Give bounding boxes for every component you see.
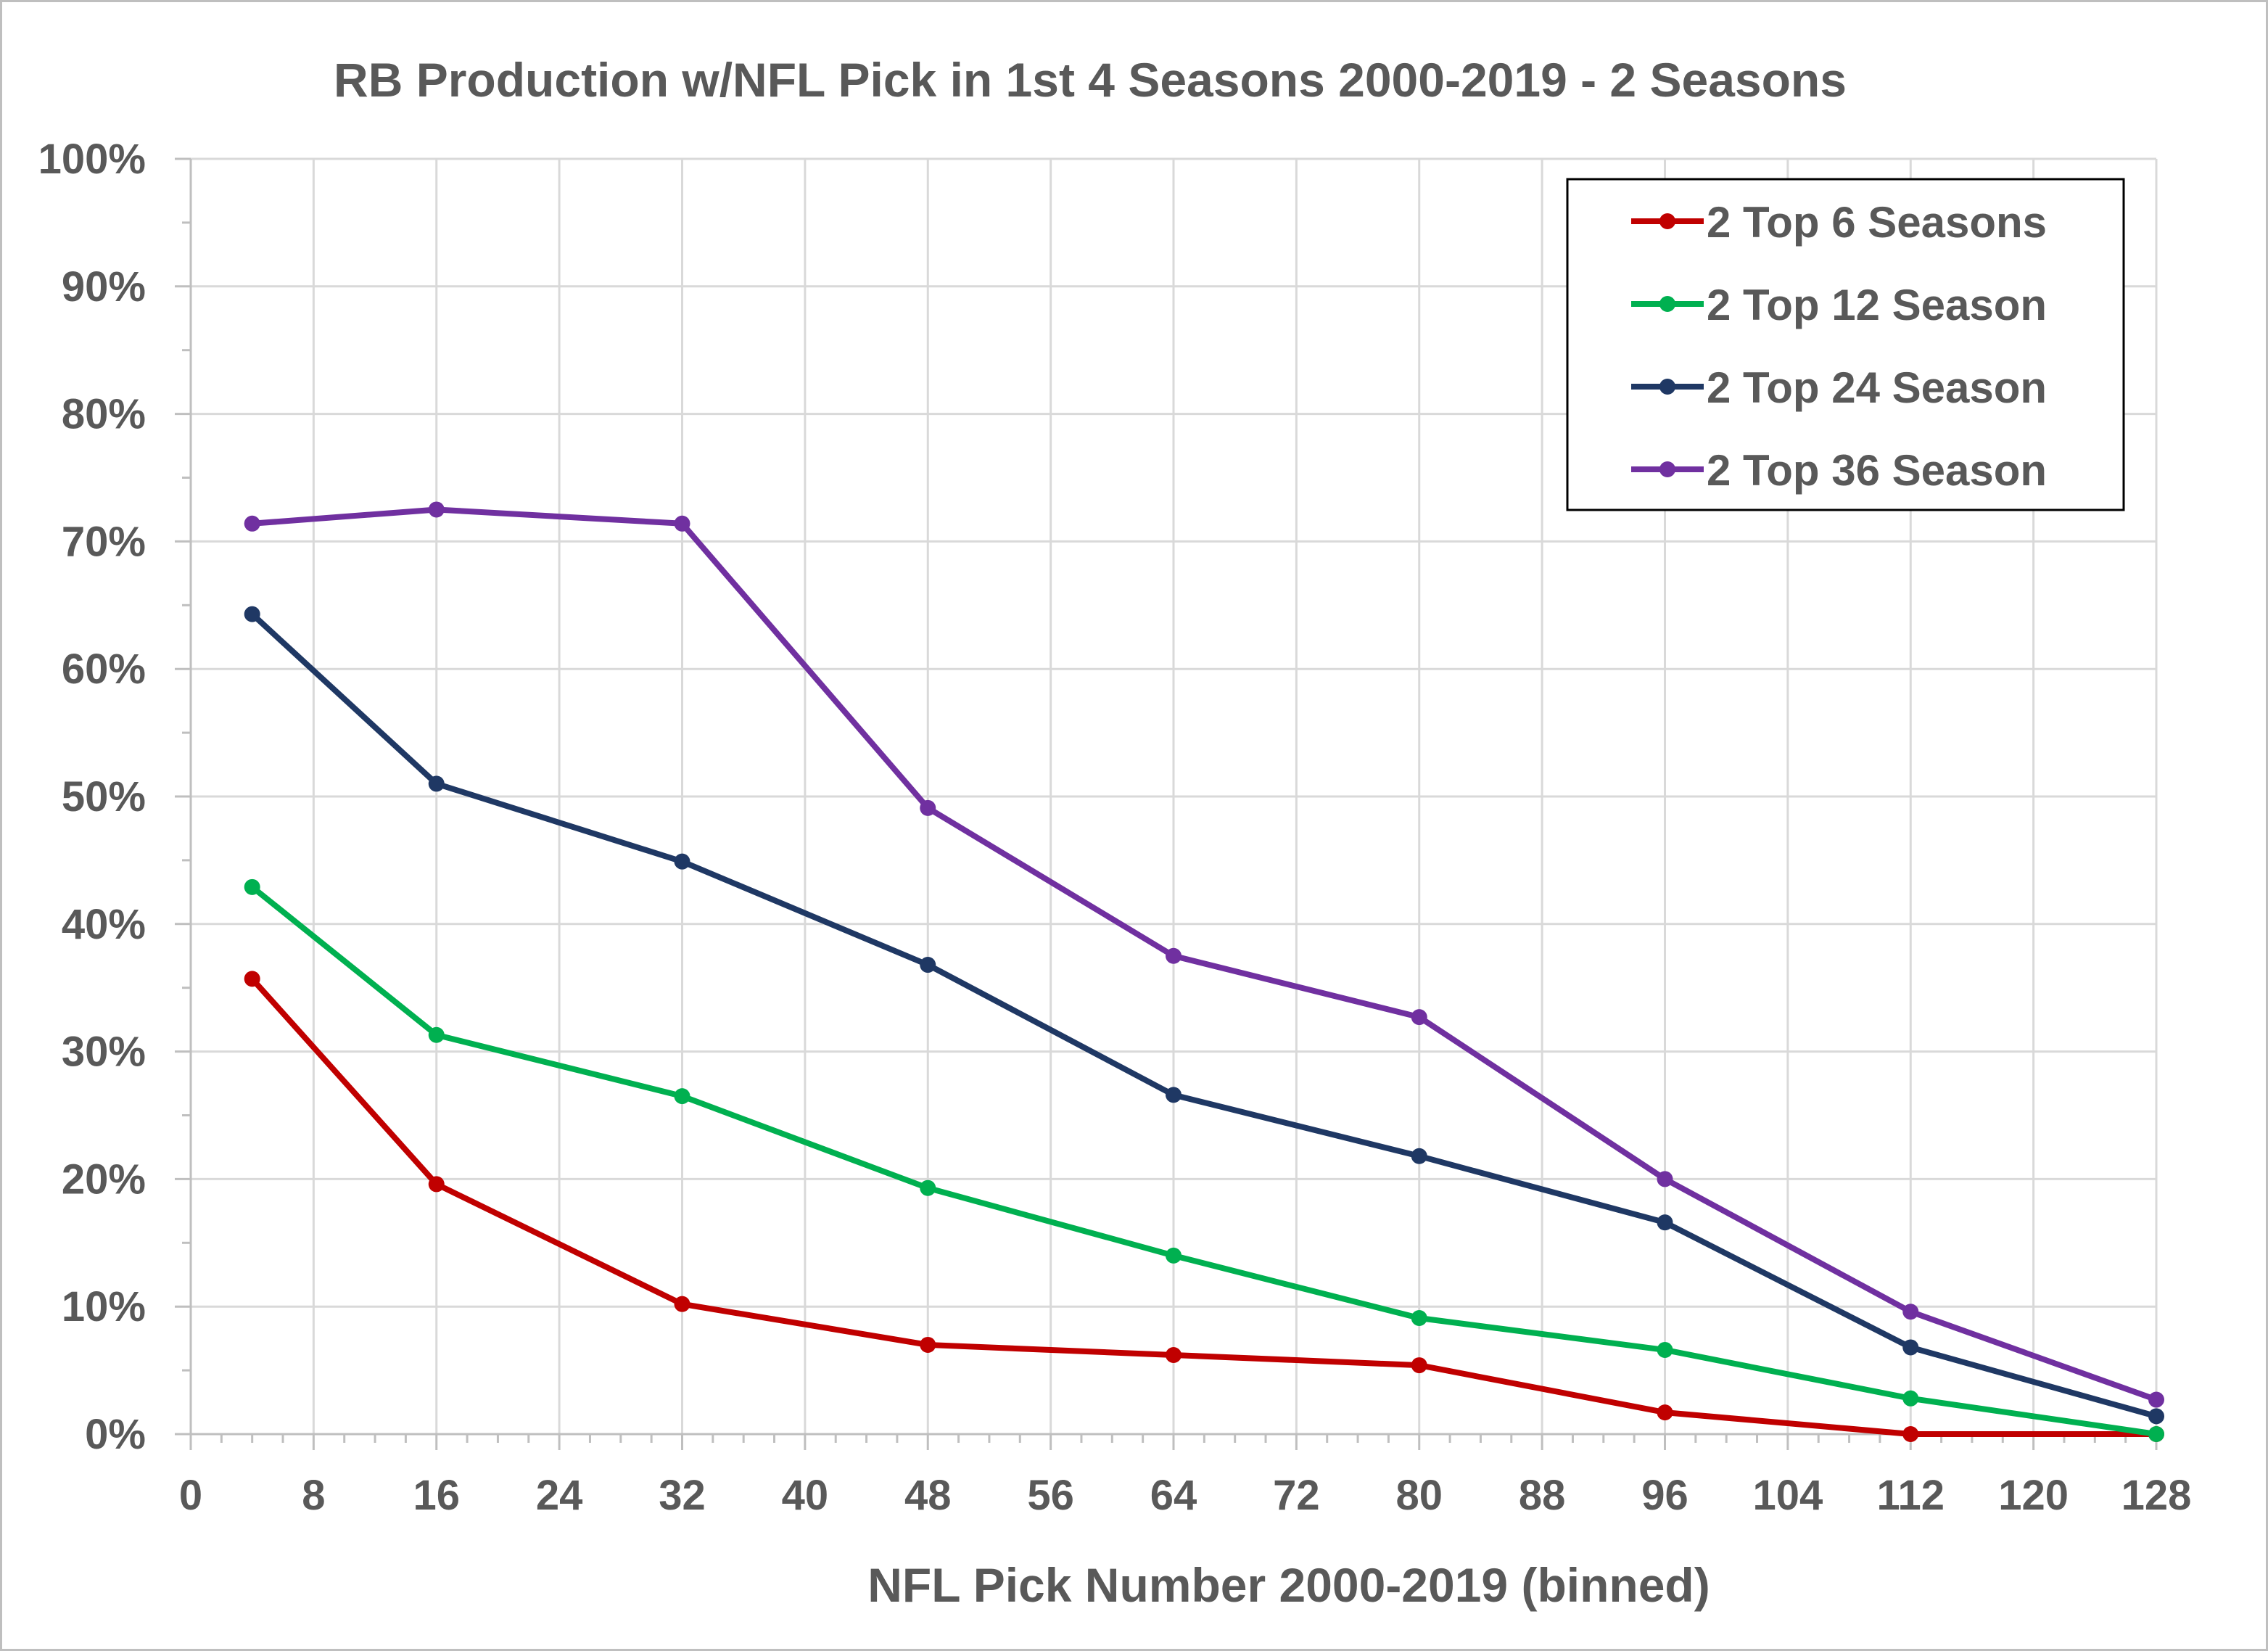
data-point <box>674 515 690 532</box>
data-point <box>428 1176 445 1193</box>
y-tick-label: 50% <box>62 773 146 820</box>
data-point <box>1657 1171 1673 1187</box>
x-tick-label: 104 <box>1752 1472 1823 1519</box>
x-tick-label: 120 <box>1998 1472 2069 1519</box>
x-tick-label: 48 <box>904 1472 952 1519</box>
data-point <box>920 799 936 816</box>
data-point <box>1166 1347 1182 1364</box>
x-tick-label: 24 <box>536 1472 583 1519</box>
data-point <box>1411 1357 1427 1374</box>
x-tick-label: 64 <box>1150 1472 1197 1519</box>
legend-box <box>1566 178 2125 511</box>
data-point <box>1902 1390 1919 1407</box>
data-point <box>428 775 445 792</box>
x-tick-label: 0 <box>179 1472 202 1519</box>
data-point <box>244 971 260 987</box>
legend-item: 2 Top 36 Season <box>1631 446 2047 495</box>
y-tick-label: 30% <box>62 1029 146 1076</box>
x-tick-label: 96 <box>1641 1472 1688 1519</box>
x-tick-label: 80 <box>1395 1472 1443 1519</box>
series-line <box>249 884 2159 1437</box>
data-point <box>428 1026 445 1043</box>
x-tick-label: 56 <box>1027 1472 1074 1519</box>
y-tick-label: 70% <box>62 518 146 565</box>
legend-label: 2 Top 24 Season <box>1707 363 2047 412</box>
legend-swatch-marker <box>1659 461 1675 477</box>
data-point <box>1166 947 1182 964</box>
y-tick-label: 100% <box>38 136 146 183</box>
series-group <box>244 501 2164 1442</box>
data-point <box>244 878 260 895</box>
legend-swatch-marker <box>1659 379 1675 395</box>
data-point <box>428 501 445 518</box>
x-tick-label: 16 <box>413 1472 460 1519</box>
data-point <box>920 957 936 973</box>
x-tick-label: 72 <box>1273 1472 1320 1519</box>
y-tick-label: 80% <box>62 391 146 438</box>
legend: 2 Top 6 Seasons 2 Top 12 Season 2 Top 24 S… <box>1566 178 2125 511</box>
x-tick-label: 88 <box>1519 1472 1566 1519</box>
y-tick-label: 10% <box>62 1283 146 1330</box>
data-point <box>1902 1426 1919 1442</box>
y-tick-label: 20% <box>62 1156 146 1203</box>
legend-label: 2 Top 6 Seasons <box>1707 198 2047 247</box>
y-tick-label: 60% <box>62 646 146 693</box>
data-point <box>2148 1391 2164 1408</box>
legend-swatch-marker <box>1659 296 1675 312</box>
data-point <box>2148 1426 2164 1442</box>
series-2 <box>244 878 2164 1442</box>
series-line <box>249 611 2159 1420</box>
data-point <box>920 1179 936 1196</box>
series-line <box>249 976 2159 1437</box>
x-axis-label: NFL Pick Number 2000-2019 (binned) <box>867 1558 1710 1612</box>
y-tick-label: 0% <box>85 1411 146 1458</box>
legend-label: 2 Top 12 Season <box>1707 281 2047 329</box>
data-point <box>244 515 260 532</box>
data-point <box>2148 1408 2164 1425</box>
data-point <box>674 1296 690 1312</box>
axes: 0% 10% 20% 30% 40% 50% 60% 70% 80% 90% 100% 0 8 16 24 3… <box>38 136 2192 1519</box>
data-point <box>244 606 260 622</box>
chart-title: RB Production w/NFL Pick in 1st 4 Season… <box>334 53 1847 107</box>
legend-item: 2 Top 6 Seasons <box>1631 198 2047 247</box>
data-point <box>1411 1310 1427 1327</box>
data-point <box>1166 1087 1182 1103</box>
data-point <box>1657 1341 1673 1358</box>
x-tick-label: 128 <box>2121 1472 2192 1519</box>
data-point <box>1902 1339 1919 1356</box>
data-point <box>674 853 690 870</box>
data-point <box>1411 1009 1427 1026</box>
data-point <box>1411 1148 1427 1164</box>
legend-item: 2 Top 24 Season <box>1631 363 2047 412</box>
series-4 <box>244 501 2164 1408</box>
data-point <box>1166 1247 1182 1264</box>
x-tick-label: 112 <box>1876 1472 1945 1519</box>
data-point <box>1902 1304 1919 1320</box>
y-tick-label: 40% <box>62 901 146 948</box>
x-tick-label: 32 <box>659 1472 706 1519</box>
series-3 <box>244 606 2164 1425</box>
legend-label: 2 Top 36 Season <box>1707 446 2047 495</box>
x-tick-label: 40 <box>782 1472 829 1519</box>
series-1 <box>244 971 2164 1442</box>
y-tick-label: 90% <box>62 263 146 310</box>
x-tick-label: 8 <box>302 1472 325 1519</box>
data-point <box>920 1336 936 1353</box>
data-point <box>674 1088 690 1105</box>
legend-swatch-marker <box>1659 213 1675 229</box>
legend-item: 2 Top 12 Season <box>1631 281 2047 329</box>
data-point <box>1657 1214 1673 1231</box>
data-point <box>1657 1404 1673 1421</box>
